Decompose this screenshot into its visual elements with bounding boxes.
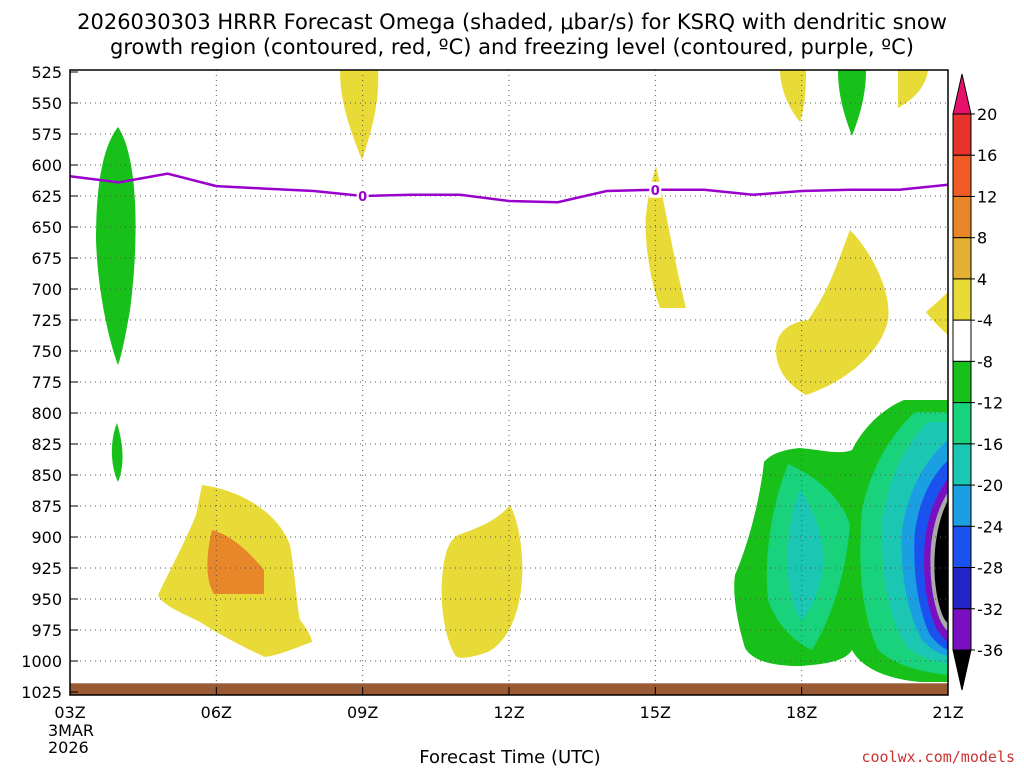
colorbar-label: -28 — [977, 559, 1003, 578]
colorbar-swatch — [952, 567, 972, 610]
y-tick-label: 550 — [31, 94, 62, 113]
colorbar-label: -12 — [977, 394, 1003, 413]
colorbar-label: -8 — [977, 352, 993, 371]
omega-region-orange-1 — [207, 530, 264, 594]
freezing-level-label-bg — [356, 188, 369, 204]
colorbar-top-arrow — [952, 73, 972, 115]
y-tick-label: 1025 — [21, 683, 62, 702]
x-date-line1: 3MAR — [48, 721, 94, 740]
y-tick-label: 675 — [31, 249, 62, 268]
omega-region-yellow-8 — [441, 505, 523, 658]
grid-lines — [70, 70, 948, 695]
colorbar: 20 16 12 8 4 -4 -8 -12 -16 -20 -24 -28 -32 -36 — [952, 73, 1003, 691]
x-tick-label: 18Z — [786, 703, 817, 722]
omega-region-green-1 — [96, 127, 136, 365]
x-tick-label: 12Z — [493, 703, 524, 722]
y-tick-label: 600 — [31, 156, 62, 175]
x-axis-label: Forecast Time (UTC) — [419, 747, 600, 768]
y-tick-label: 975 — [31, 621, 62, 640]
omega-region-yellow-2 — [780, 70, 806, 122]
x-tick-label: 03Z — [54, 703, 85, 722]
y-tick-label: 875 — [31, 497, 62, 516]
colorbar-swatch — [952, 195, 972, 239]
y-tick-label: 800 — [31, 404, 62, 423]
omega-region-yellow-6 — [926, 292, 948, 335]
colorbar-label: -32 — [977, 600, 1003, 619]
y-tick-label: 625 — [31, 187, 62, 206]
colorbar-label: -16 — [977, 435, 1003, 454]
y-tick-label: 825 — [31, 435, 62, 454]
omega-region-yellow-5 — [776, 230, 889, 395]
omega-region-yellow-3 — [898, 70, 928, 108]
colorbar-swatch — [952, 237, 972, 280]
colorbar-label: 20 — [977, 105, 997, 124]
omega-region-green-3 — [838, 70, 866, 136]
colorbar-swatch — [952, 278, 972, 321]
x-axis: 03Z 06Z 09Z 12Z 15Z 18Z 21Z — [54, 687, 964, 722]
chart-title-line2: growth region (contoured, red, ºC) and f… — [110, 35, 914, 59]
y-tick-label: 575 — [31, 125, 62, 144]
colorbar-label: -24 — [977, 517, 1003, 536]
colorbar-label: 12 — [977, 187, 997, 206]
freezing-level-label: 0 — [651, 184, 660, 199]
colorbar-swatch — [952, 443, 972, 486]
credit-text: coolwx.com/models — [861, 748, 1015, 766]
freezing-level-label-bg — [649, 181, 662, 198]
y-tick-label: 950 — [31, 590, 62, 609]
colorbar-label: -20 — [977, 476, 1003, 495]
colorbar-label: 8 — [977, 229, 987, 248]
y-tick-label: 650 — [31, 218, 62, 237]
y-tick-label: 725 — [31, 311, 62, 330]
colorbar-label: -36 — [977, 641, 1003, 660]
x-tick-label: 21Z — [932, 703, 963, 722]
freezing-level-label: 0 — [358, 190, 367, 205]
omega-region-black-1 — [934, 500, 948, 623]
colorbar-swatch — [952, 154, 972, 197]
y-tick-label: 1000 — [21, 652, 62, 671]
omega-region-yellow-4 — [645, 166, 686, 308]
x-tick-label: 15Z — [640, 703, 671, 722]
x-tick-label: 09Z — [347, 703, 378, 722]
colorbar-label: 16 — [977, 146, 997, 165]
y-tick-label: 925 — [31, 559, 62, 578]
colorbar-swatch — [952, 402, 972, 445]
x-date-line2: 2026 — [48, 738, 89, 757]
colorbar-label: -4 — [977, 311, 993, 330]
y-axis: 525 550 575 600 625 650 675 700 725 750 775 800 825 8… — [21, 63, 78, 702]
y-tick-label: 700 — [31, 280, 62, 299]
y-tick-label: 750 — [31, 342, 62, 361]
y-tick-label: 525 — [31, 63, 62, 82]
omega-region-yellow-1 — [340, 70, 379, 160]
omega-shaded-fields — [96, 70, 948, 682]
colorbar-swatch — [952, 608, 972, 651]
colorbar-swatch — [952, 484, 972, 527]
colorbar-swatch — [952, 360, 972, 404]
omega-region-teal-1 — [787, 490, 824, 620]
colorbar-swatch — [952, 525, 972, 569]
x-tick-label: 06Z — [201, 703, 232, 722]
omega-region-green-2 — [111, 423, 123, 482]
y-tick-label: 900 — [31, 528, 62, 547]
colorbar-swatch — [952, 319, 972, 362]
colorbar-bottom-arrow — [952, 649, 972, 691]
colorbar-swatch — [952, 113, 972, 156]
y-tick-label: 775 — [31, 373, 62, 392]
freezing-level-line — [69, 172, 949, 204]
chart-title-line1: 2026030303 HRRR Forecast Omega (shaded, … — [77, 10, 947, 34]
colorbar-label: 4 — [977, 270, 987, 289]
y-tick-label: 850 — [31, 466, 62, 485]
